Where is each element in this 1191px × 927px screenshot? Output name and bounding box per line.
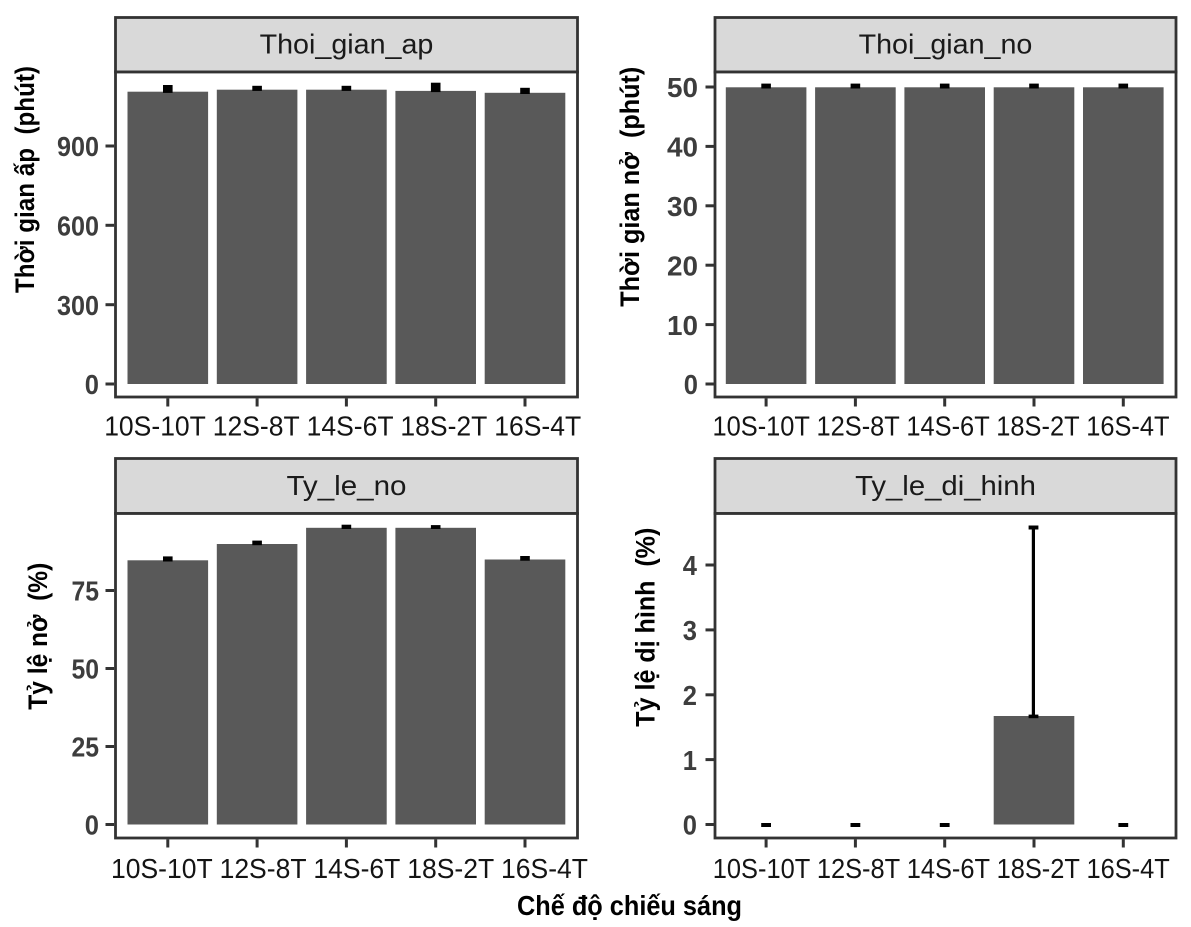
svg-text:10S-10T 12S-8T 14S-6T 18S-2T 1: 10S-10T 12S-8T 14S-6T 18S-2T 16S-4T — [713, 411, 1170, 442]
svg-text:Ty_le_no: Ty_le_no — [287, 470, 407, 501]
svg-text:0: 0 — [85, 810, 99, 841]
svg-text:10S-10T 12S-8T 14S-6T 18S-2T 1: 10S-10T 12S-8T 14S-6T 18S-2T 16S-4T — [111, 853, 588, 884]
svg-text:75: 75 — [72, 576, 100, 607]
svg-text:Chế độ chiếu sáng: Chế độ chiếu sáng — [517, 890, 742, 921]
svg-text:20: 20 — [667, 250, 698, 281]
svg-text:0: 0 — [684, 369, 698, 400]
svg-text:2: 2 — [683, 680, 697, 711]
svg-text:0: 0 — [85, 369, 99, 400]
svg-text:30: 30 — [667, 191, 698, 222]
svg-text:600: 600 — [57, 211, 99, 242]
svg-text:4: 4 — [683, 550, 698, 581]
svg-text:Thoi_gian_ap: Thoi_gian_ap — [260, 29, 434, 60]
svg-text:300: 300 — [57, 290, 99, 321]
svg-text:Tỷ lệ dị hình (%): Tỷ lệ dị hình (%) — [630, 528, 660, 727]
svg-text:Thời gian ấp (phút): Thời gian ấp (phút) — [10, 66, 40, 293]
svg-text:1: 1 — [683, 745, 697, 776]
svg-text:50: 50 — [667, 72, 698, 103]
svg-text:10S-10T 12S-8T 14S-6T 18S-2T 1: 10S-10T 12S-8T 14S-6T 18S-2T 16S-4T — [713, 853, 1170, 884]
svg-text:10S-10T 12S-8T 14S-6T 18S-2T 1: 10S-10T 12S-8T 14S-6T 18S-2T 16S-4T — [104, 411, 581, 442]
svg-text:Thời gian nở (phút): Thời gian nở (phút) — [615, 67, 645, 307]
svg-text:Ty_le_di_hinh: Ty_le_di_hinh — [855, 470, 1036, 501]
svg-text:40: 40 — [667, 132, 698, 163]
svg-text:3: 3 — [683, 615, 697, 646]
svg-text:Thoi_gian_no: Thoi_gian_no — [859, 29, 1033, 60]
svg-text:50: 50 — [72, 654, 100, 685]
svg-text:0: 0 — [683, 810, 697, 841]
svg-text:Tỷ lệ nở (%): Tỷ lệ nở (%) — [23, 563, 53, 710]
svg-text:900: 900 — [57, 131, 99, 162]
svg-text:25: 25 — [72, 732, 100, 763]
svg-text:10: 10 — [667, 310, 698, 341]
